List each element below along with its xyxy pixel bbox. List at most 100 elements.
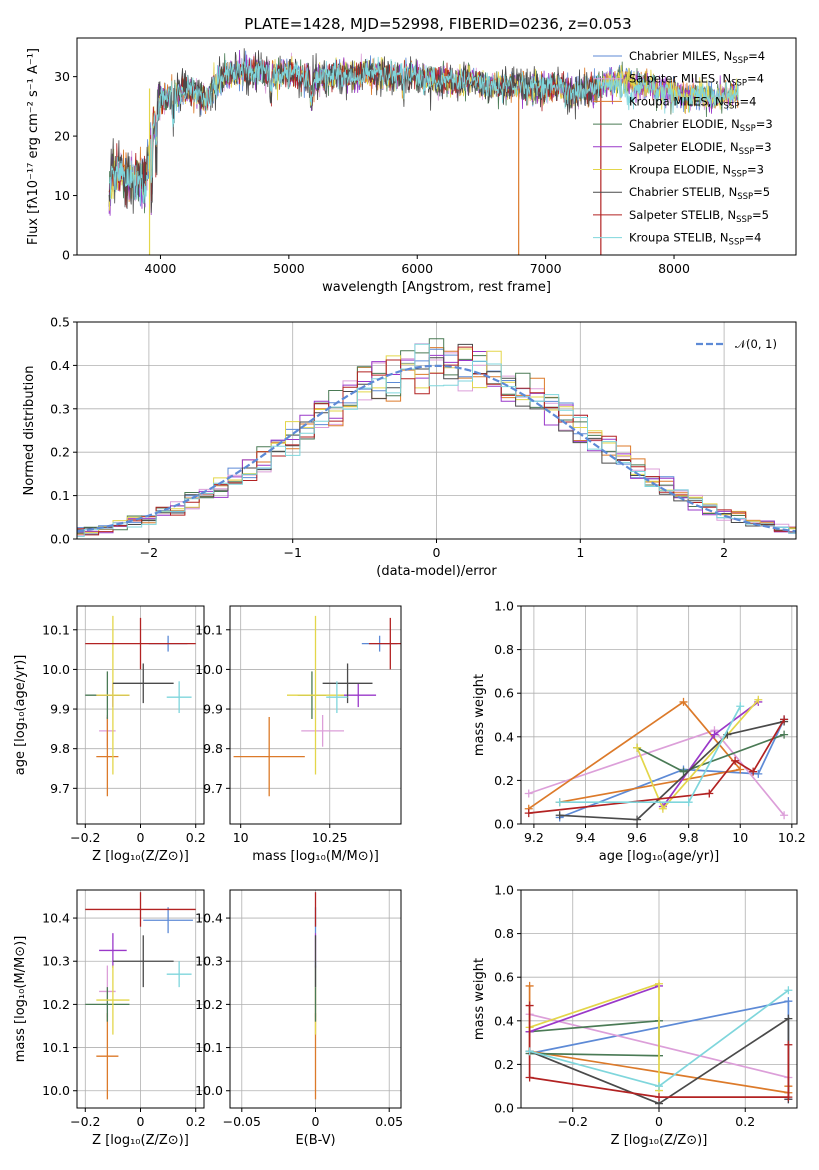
mass-vs-ebv-panel: −0.05 0 0.05 10.0 10.1 10.2 10.3 10.4 E(B-V) [195,889,403,1148]
weight-marker [655,1093,663,1102]
errorbar-point [112,935,174,988]
weight-vs-age-grid [521,605,797,825]
mass-vs-z-plot-area [85,892,196,1100]
residuals-ticks: −2 −1 0 1 2 0.0 0.1 0.2 0.3 0.4 0.5 [50,315,728,561]
y-tick-label: 30 [54,69,70,84]
y-tick-label: 10.0 [42,662,70,677]
errorbar-point [99,933,127,968]
legend-entry: Chabrier ELODIE, NSSP=3 [629,117,773,134]
weight-marker [705,789,714,798]
legend-entry: Kroupa MILES, NSSP=4 [629,94,756,111]
mass-vs-z-panel: −0.2 0 0.2 10.0 10.1 10.2 10.3 10.4 Z [log₁₀(Z/Z… [13,889,206,1148]
x-tick-label: 5000 [273,261,305,276]
weight-marker [524,789,533,798]
weight-series-line [529,982,660,1091]
errorbar-point [96,965,130,1035]
y-tick-label: 0.0 [494,817,514,832]
spectrum-frame [76,37,797,256]
age-vs-mass-plot-area [233,615,401,797]
weight-marker [633,743,642,752]
x-tick-label: 0 [312,1114,320,1129]
y-tick-label: 0.2 [50,445,70,460]
residuals-plot-area [77,338,796,537]
legend-entry: Salpeter ELODIE, NSSP=3 [629,140,772,157]
weight-vs-age-panel: 9.2 9.4 9.6 9.8 10 10.2 0.0 0.2 0.4 0.6 0.8 1.0 age … [472,599,806,865]
histogram-series [77,346,796,536]
age-vs-z-panel: −0.2 0 0.2 9.7 9.8 9.9 10.0 10.1 Z [log₁₀(Z/Z⊙)]… [13,605,206,864]
weight-marker [710,730,719,739]
weight-marker [749,767,758,776]
age-vs-mass-ticks: 10 10.25 9.7 9.8 9.9 10.0 10.1 [195,622,347,845]
x-tick-label: 0.2 [186,830,206,845]
y-tick-label: 9.7 [203,781,223,796]
weight-marker [784,1093,793,1102]
weight-series-line [559,719,785,819]
errorbar-point [143,907,193,934]
weight-vs-age-plot-area [524,695,789,824]
x-tick-label: 4000 [145,261,177,276]
y-tick-label: 0.4 [494,1013,514,1028]
y-tick-label: 0.0 [50,532,70,547]
weight-marker [754,769,763,778]
y-tick-label: 0.6 [494,970,514,985]
weight-series-line [529,1019,660,1057]
weight-series [555,702,745,807]
y-tick-label: 10.0 [42,1083,70,1098]
figure-title: PLATE=1428, MJD=52998, FIBERID=0236, z=0… [244,15,631,33]
residuals-x-axis-label: (data-model)/error [376,564,497,579]
age-vs-mass-frame [229,605,402,825]
x-tick-label: 6000 [401,261,433,276]
y-tick-label: 0.3 [50,401,70,416]
spectrum-series-line [108,56,739,204]
x-tick-label: 9.4 [576,830,596,845]
spectrum-ticks: 4000 5000 6000 7000 8000 0 10 20 30 [54,69,690,276]
age-vs-mass-x-axis-label: mass [log₁₀(M/M⊙)] [252,849,379,864]
mass-vs-z-ticks: −0.2 0 0.2 10.0 10.1 10.2 10.3 10.4 [42,911,206,1129]
weight-series [524,726,789,820]
errorbar-point [96,716,119,797]
legend-entry: Chabrier STELIB, NSSP=5 [629,185,770,202]
y-tick-label: 10.1 [42,622,70,637]
age-vs-z-x-axis-label: Z [log₁₀(Z/Z⊙)] [92,849,189,864]
errorbar-point [322,663,373,704]
weight-series-line [528,718,785,814]
weight-marker [525,1073,534,1082]
errorbar-point [166,961,192,988]
x-tick-label: 0 [137,1114,145,1129]
weight-vs-z-y-axis-label: mass weight [472,958,487,1040]
mass-vs-z-x-axis-label: Z [log₁₀(Z/Z⊙)] [92,1133,189,1148]
x-tick-label: 1 [576,545,584,560]
y-tick-label: 0.6 [494,686,514,701]
weight-marker [679,697,688,706]
legend-entry: Kroupa STELIB, NSSP=4 [629,231,761,248]
weight-marker [784,1014,793,1023]
mass-vs-z-frame [76,889,205,1109]
spectrum-series-line [108,56,739,211]
weight-series-line [528,700,742,810]
errorbar-point [326,681,348,714]
weight-series [524,715,789,818]
spectrum-plot-area [108,48,739,255]
weight-marker [784,986,793,995]
age-vs-mass-panel: 10 10.25 9.7 9.8 9.9 10.0 10.1 mass [log₁₀(M/M⊙… [195,605,402,864]
spectrum-y-axis-label: Flux [fλ10⁻¹⁷ erg cm⁻² s⁻¹ A⁻¹] [26,48,41,245]
weight-marker [655,1082,663,1091]
y-tick-label: 10.0 [195,662,223,677]
legend-entry: Chabrier MILES, NSSP=4 [629,49,765,66]
weight-marker [658,804,667,813]
errorbar-point [368,617,401,670]
x-tick-label: 2 [720,545,728,560]
normal-reference-curve [77,364,796,533]
weight-series [555,717,789,824]
x-tick-label: −0.2 [70,830,100,845]
age-vs-z-y-axis-label: age [log₁₀(age/yr)] [13,655,28,776]
x-tick-label: 7000 [530,261,562,276]
errorbar-point [96,615,130,775]
legend-entry: 𝒩(0, 1) [735,337,777,351]
y-tick-label: 10.2 [42,997,70,1012]
errorbar-point [287,615,344,775]
age-vs-z-plot-area [85,615,196,797]
y-tick-label: 10.3 [195,954,223,969]
x-tick-label: 0 [655,1114,663,1129]
